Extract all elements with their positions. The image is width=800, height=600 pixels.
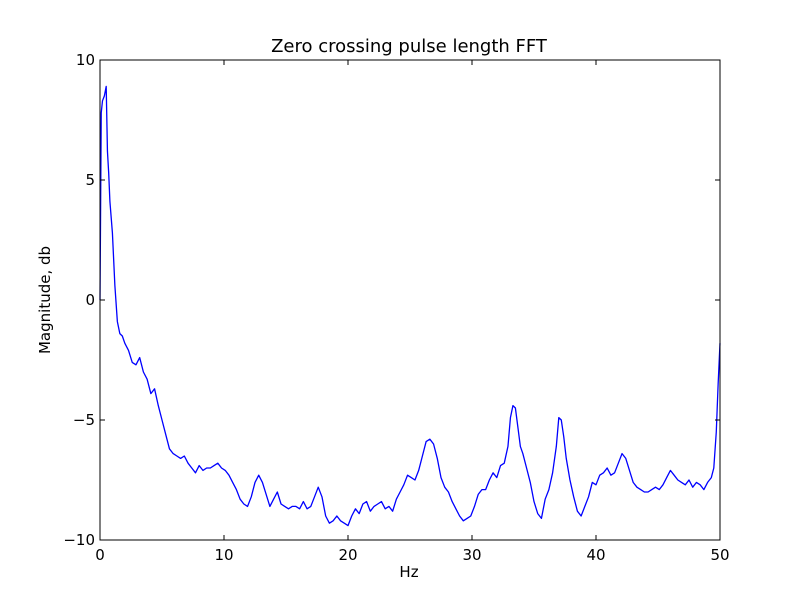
series-layer <box>99 85 721 527</box>
y-tick-label: 0 <box>85 291 95 309</box>
y-tick-label: 10 <box>76 51 95 69</box>
x-axis-label: Hz <box>399 563 418 581</box>
axes-background <box>100 60 720 540</box>
x-tick-label: 40 <box>586 546 605 564</box>
x-tick-label: 10 <box>214 546 233 564</box>
y-axis-label: Magnitude, db <box>36 246 54 354</box>
plot-area: 0 10 20 30 40 50 −10 −5 0 5 10 <box>63 51 729 564</box>
y-tick-label: −5 <box>73 411 95 429</box>
x-tick-label: 30 <box>462 546 481 564</box>
chart-title: Zero crossing pulse length FFT <box>271 36 548 57</box>
y-tick-label: 5 <box>85 171 95 189</box>
ticks-layer: 0 10 20 30 40 50 −10 −5 0 5 10 <box>63 51 729 564</box>
x-tick-label: 20 <box>338 546 357 564</box>
series-line <box>99 85 721 527</box>
y-tick-label: −10 <box>63 531 95 549</box>
x-tick-label: 0 <box>95 546 105 564</box>
x-tick-label: 50 <box>710 546 729 564</box>
